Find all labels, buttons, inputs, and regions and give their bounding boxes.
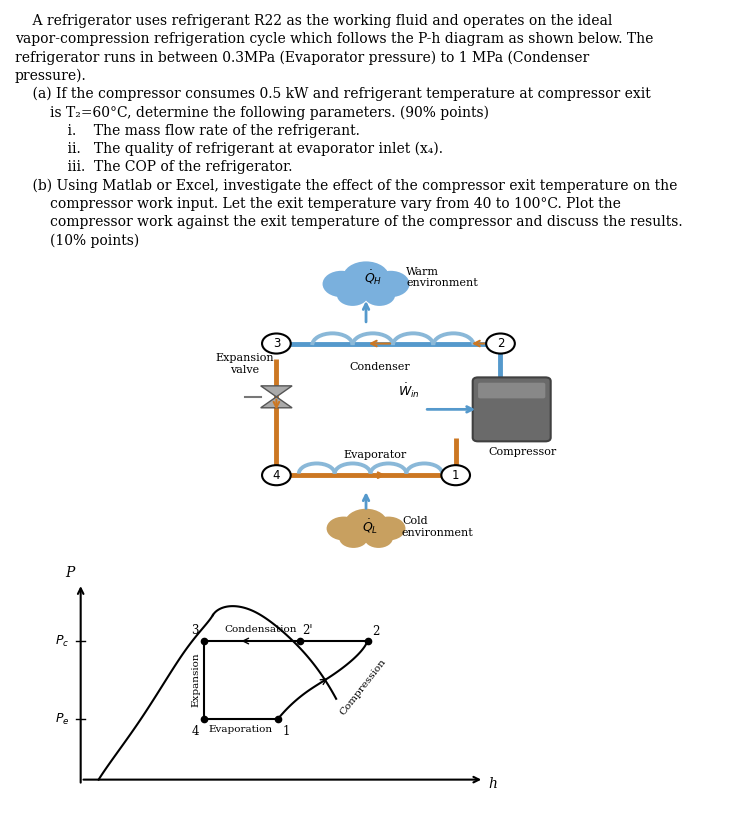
- Text: $P_e$: $P_e$: [55, 711, 69, 727]
- Circle shape: [339, 528, 368, 548]
- Text: Compressor: Compressor: [489, 447, 557, 457]
- Circle shape: [262, 333, 291, 354]
- Text: i.    The mass flow rate of the refrigerant.: i. The mass flow rate of the refrigerant…: [15, 124, 360, 138]
- Text: iii.  The COP of the refrigerator.: iii. The COP of the refrigerator.: [15, 160, 292, 174]
- Text: Warm
environment: Warm environment: [406, 267, 478, 289]
- Text: compressor work against the exit temperature of the compressor and discuss the r: compressor work against the exit tempera…: [15, 215, 683, 229]
- Text: vapor-compression refrigeration cycle which follows the P-h diagram as shown bel: vapor-compression refrigeration cycle wh…: [15, 32, 654, 46]
- Text: ii.   The quality of refrigerant at evaporator inlet (x₄).: ii. The quality of refrigerant at evapor…: [15, 142, 443, 157]
- Polygon shape: [261, 397, 292, 408]
- Circle shape: [343, 262, 389, 294]
- Circle shape: [326, 516, 361, 540]
- Text: refrigerator runs in between 0.3MPa (Evaporator pressure) to 1 MPa (Condenser: refrigerator runs in between 0.3MPa (Eva…: [15, 50, 589, 65]
- Text: Cold
environment: Cold environment: [402, 516, 474, 538]
- Text: 1: 1: [282, 724, 290, 738]
- Text: 2': 2': [303, 624, 313, 637]
- Text: $\dot{W}_{in}$: $\dot{W}_{in}$: [398, 381, 420, 400]
- Text: P: P: [65, 567, 74, 581]
- Text: pressure).: pressure).: [15, 68, 87, 83]
- Text: 4: 4: [192, 724, 199, 738]
- Text: h: h: [489, 777, 498, 791]
- Text: $\dot{Q}_H$: $\dot{Q}_H$: [364, 268, 382, 287]
- Circle shape: [371, 516, 406, 540]
- Text: Condensation: Condensation: [225, 625, 297, 634]
- Text: Expansion: Expansion: [191, 653, 200, 707]
- Text: $P_c$: $P_c$: [55, 634, 69, 648]
- Text: Compression: Compression: [338, 658, 388, 717]
- Circle shape: [344, 509, 388, 539]
- Text: (a) If the compressor consumes 0.5 kW and refrigerant temperature at compressor : (a) If the compressor consumes 0.5 kW an…: [15, 87, 651, 101]
- Text: Condenser: Condenser: [349, 362, 410, 372]
- Text: 1: 1: [452, 469, 459, 482]
- Circle shape: [262, 465, 291, 485]
- FancyBboxPatch shape: [473, 377, 551, 441]
- Circle shape: [364, 284, 395, 306]
- Text: Evaporation: Evaporation: [209, 724, 273, 733]
- Text: 2: 2: [497, 337, 504, 350]
- Text: is T₂=60°C, determine the following parameters. (90% points): is T₂=60°C, determine the following para…: [15, 106, 489, 120]
- Polygon shape: [261, 386, 292, 397]
- Circle shape: [486, 333, 515, 354]
- Text: Evaporator: Evaporator: [344, 450, 406, 460]
- Text: 2: 2: [372, 625, 379, 639]
- Text: 3: 3: [273, 337, 280, 350]
- Circle shape: [337, 284, 368, 306]
- Text: Expansion
valve: Expansion valve: [216, 353, 274, 375]
- Circle shape: [372, 271, 409, 297]
- Text: 4: 4: [273, 469, 280, 482]
- Text: (b) Using Matlab or Excel, investigate the effect of the compressor exit tempera: (b) Using Matlab or Excel, investigate t…: [15, 179, 678, 193]
- Circle shape: [365, 528, 393, 548]
- Text: 3: 3: [191, 624, 199, 637]
- Text: (10% points): (10% points): [15, 233, 139, 248]
- Circle shape: [323, 271, 360, 297]
- Text: A refrigerator uses refrigerant R22 as the working fluid and operates on the ide: A refrigerator uses refrigerant R22 as t…: [15, 14, 613, 28]
- Text: $\dot{Q}_L$: $\dot{Q}_L$: [362, 517, 379, 536]
- FancyBboxPatch shape: [478, 383, 545, 398]
- Text: compressor work input. Let the exit temperature vary from 40 to 100°C. Plot the: compressor work input. Let the exit temp…: [15, 197, 621, 211]
- Circle shape: [441, 465, 470, 485]
